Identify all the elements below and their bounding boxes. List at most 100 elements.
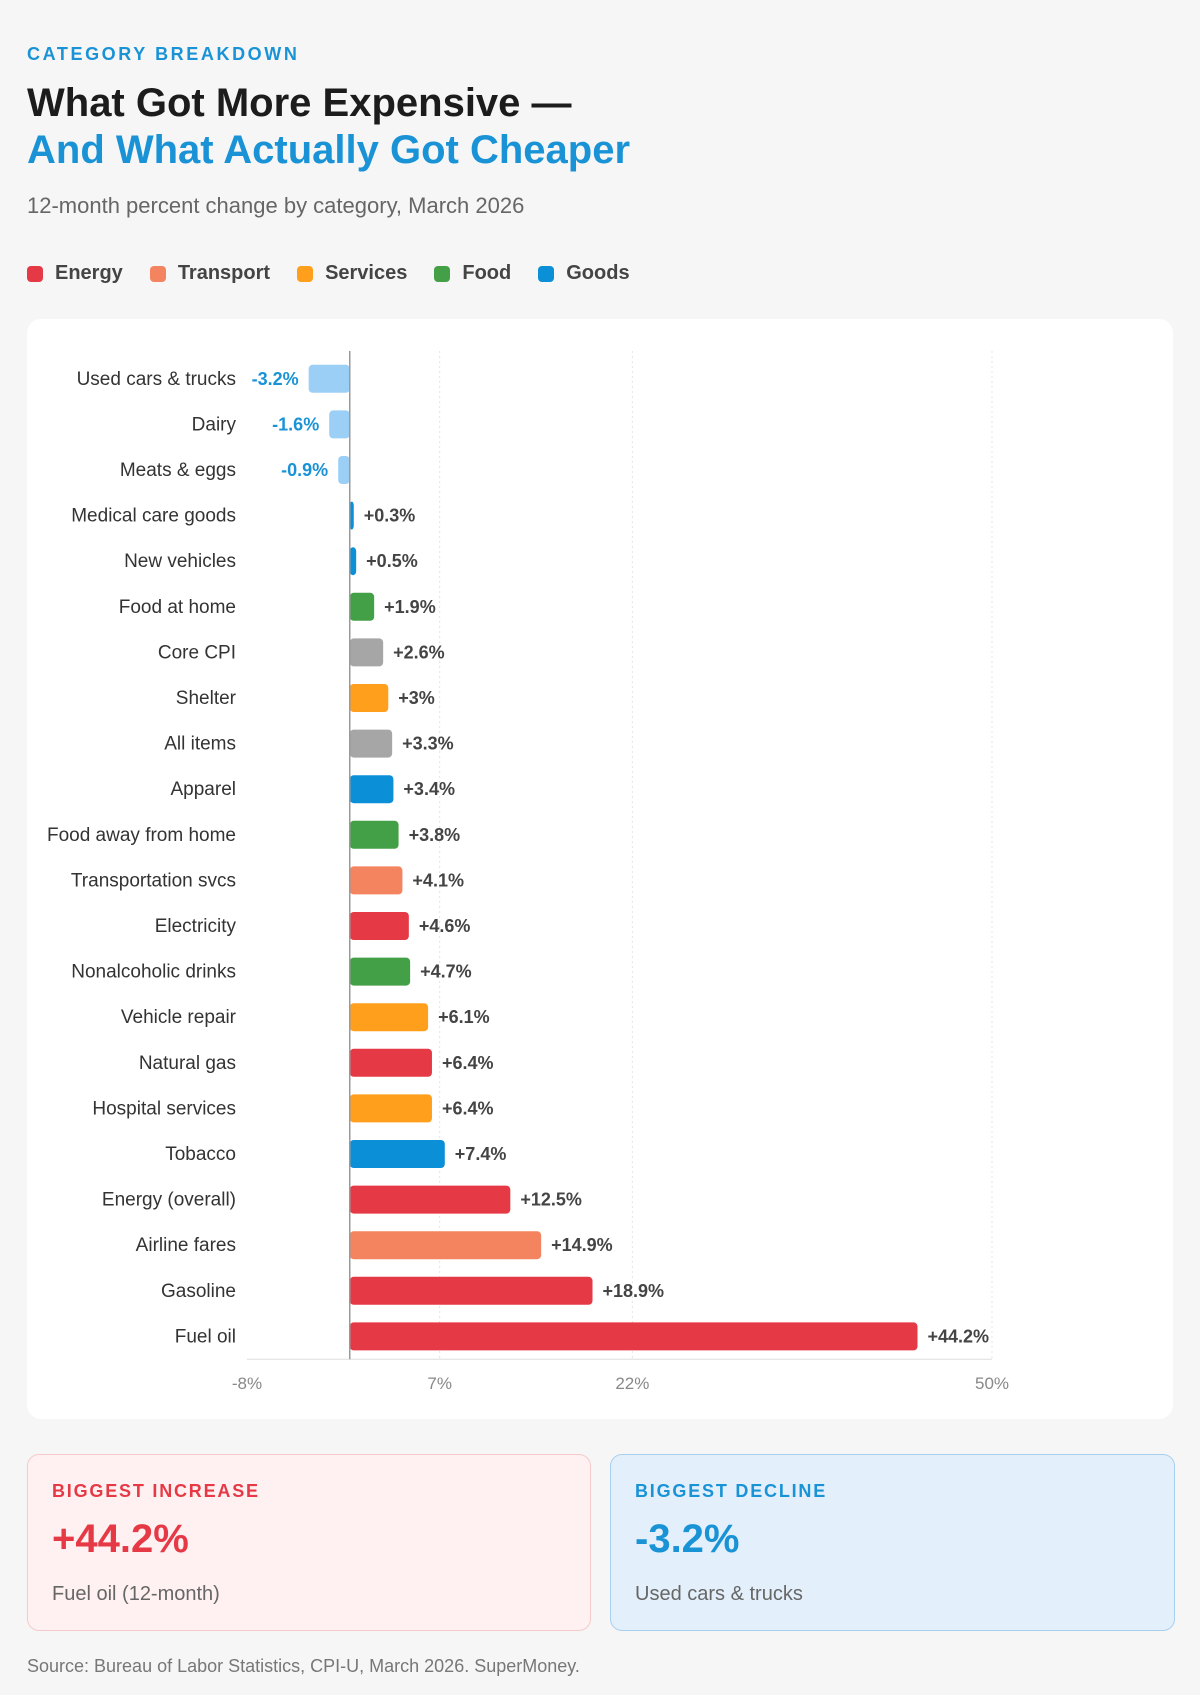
category-label-14: Vehicle repair <box>121 1007 237 1028</box>
category-label-9: Apparel <box>171 779 237 800</box>
legend-swatch-transport <box>149 265 166 282</box>
value-label-17: +7.4% <box>455 1144 507 1164</box>
legend-label-services: Services <box>325 262 408 284</box>
value-label-12: +4.6% <box>419 916 471 936</box>
category-label-2: Meats & eggs <box>120 460 236 481</box>
bar-16 <box>349 1094 432 1123</box>
bar-10 <box>349 820 399 849</box>
value-label-13: +4.7% <box>420 962 472 982</box>
value-label-15: +6.4% <box>442 1053 494 1073</box>
category-label-4: New vehicles <box>124 551 236 572</box>
category-label-11: Transportation svcs <box>71 870 236 891</box>
category-label-15: Natural gas <box>139 1053 236 1074</box>
legend-label-goods: Goods <box>566 262 630 284</box>
category-label-19: Airline fares <box>136 1235 236 1256</box>
page-title: What Got More Expensive — And What Actua… <box>27 80 630 174</box>
x-tick-label-3: 50% <box>975 1374 1009 1393</box>
value-label-2: -0.9% <box>281 460 328 480</box>
value-label-14: +6.1% <box>438 1007 490 1027</box>
biggest-increase-desc: Fuel oil (12-month) <box>52 1583 220 1605</box>
legend-item-transport: Transport <box>149 262 271 285</box>
legend-label-energy: Energy <box>55 262 123 284</box>
value-label-3: +0.3% <box>364 506 416 526</box>
title-line-1: What Got More Expensive — <box>27 81 572 125</box>
value-label-0: -3.2% <box>252 369 299 389</box>
value-label-11: +4.1% <box>412 870 464 890</box>
legend-swatch-energy <box>27 265 43 282</box>
biggest-decline-desc: Used cars & trucks <box>635 1583 803 1605</box>
legend-label-transport: Transport <box>177 262 271 284</box>
bar-12 <box>349 912 409 940</box>
biggest-decline-card: BIGGEST DECLINE -3.2% Used cars & trucks <box>610 1454 1175 1631</box>
biggest-increase-value: +44.2% <box>52 1517 189 1561</box>
eyebrow-label: CATEGORY BREAKDOWN <box>27 44 300 64</box>
legend-swatch-services <box>297 265 314 282</box>
bar-15 <box>349 1048 432 1077</box>
category-label-21: Fuel oil <box>175 1326 236 1347</box>
category-label-18: Energy (overall) <box>102 1190 236 1211</box>
legend-item-goods: Goods <box>538 262 630 285</box>
category-label-8: All items <box>164 734 236 755</box>
bar-6 <box>349 638 384 667</box>
biggest-decline-value: -3.2% <box>635 1517 740 1561</box>
bar-14 <box>349 1003 429 1032</box>
category-label-12: Electricity <box>155 916 237 937</box>
source-footer: Source: Bureau of Labor Statistics, CPI-… <box>27 1656 580 1676</box>
category-label-10: Food away from home <box>47 825 236 846</box>
category-label-1: Dairy <box>192 414 237 435</box>
legend-label-food: Food <box>462 262 512 284</box>
category-label-6: Core CPI <box>158 642 236 663</box>
value-label-20: +18.9% <box>603 1281 665 1301</box>
category-label-5: Food at home <box>119 597 236 618</box>
title-line-2: And What Actually Got Cheaper <box>27 128 631 172</box>
legend-item-services: Services <box>297 262 407 285</box>
bar-8 <box>349 729 393 758</box>
category-label-13: Nonalcoholic drinks <box>71 962 236 983</box>
bar-13 <box>349 957 411 986</box>
legend-swatch-goods <box>538 265 555 282</box>
bar-chart: -8% 7% 22% 50% Used cars & trucks -3.2% Dairy -… <box>47 351 1009 1393</box>
bar-0 <box>308 364 350 393</box>
value-label-6: +2.6% <box>393 642 445 662</box>
bar-20 <box>349 1276 593 1305</box>
value-label-5: +1.9% <box>384 597 436 617</box>
x-tick-label-2: 22% <box>615 1374 649 1393</box>
bar-4 <box>349 547 357 576</box>
category-label-20: Gasoline <box>161 1281 236 1302</box>
value-label-1: -1.6% <box>272 414 319 434</box>
value-label-9: +3.4% <box>403 779 455 799</box>
bar-21 <box>349 1322 918 1351</box>
category-label-17: Tobacco <box>165 1144 236 1165</box>
value-label-8: +3.3% <box>402 734 454 754</box>
biggest-increase-card: BIGGEST INCREASE +44.2% Fuel oil (12-mon… <box>27 1454 591 1631</box>
x-tick-label-0: -8% <box>232 1374 262 1393</box>
bar-11 <box>349 866 403 895</box>
bar-17 <box>349 1140 445 1168</box>
value-label-16: +6.4% <box>442 1098 494 1118</box>
bar-19 <box>349 1231 542 1260</box>
bar-18 <box>349 1185 511 1214</box>
category-label-0: Used cars & trucks <box>77 369 236 390</box>
chart-legend: Energy Transport Services Food Goods <box>27 262 657 285</box>
category-label-7: Shelter <box>176 688 237 709</box>
category-label-16: Hospital services <box>92 1098 236 1119</box>
bar-5 <box>349 592 375 621</box>
value-label-4: +0.5% <box>366 551 418 571</box>
value-label-19: +14.9% <box>551 1235 613 1255</box>
legend-swatch-food <box>434 265 451 282</box>
category-label-3: Medical care goods <box>71 506 236 527</box>
value-label-10: +3.8% <box>409 825 461 845</box>
bar-3 <box>349 501 354 530</box>
bar-2 <box>338 456 350 484</box>
bar-9 <box>349 775 394 804</box>
x-tick-label-1: 7% <box>427 1374 452 1393</box>
value-label-21: +44.2% <box>928 1326 990 1346</box>
legend-item-food: Food <box>434 262 511 285</box>
value-label-7: +3% <box>398 688 435 708</box>
biggest-increase-label: BIGGEST INCREASE <box>52 1481 260 1501</box>
value-label-18: +12.5% <box>520 1190 582 1210</box>
bar-7 <box>349 684 389 712</box>
biggest-decline-label: BIGGEST DECLINE <box>635 1481 828 1501</box>
chart-card: -8% 7% 22% 50% Used cars & trucks -3.2% Dairy -… <box>27 319 1173 1419</box>
legend-item-energy: Energy <box>27 262 123 285</box>
